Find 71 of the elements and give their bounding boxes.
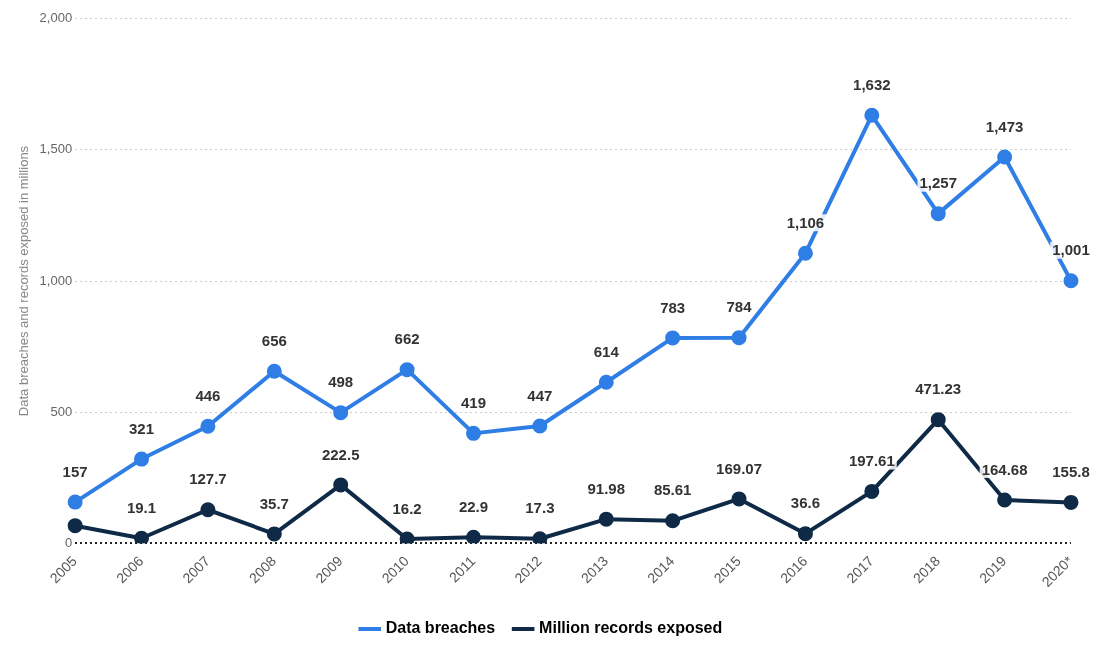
point — [1063, 273, 1079, 289]
data-label: 656 — [261, 331, 287, 349]
y-tick-label: 0 — [64, 534, 73, 550]
point — [266, 363, 282, 379]
data-label: 1,106 — [786, 213, 825, 231]
data-label: 36.6 — [790, 494, 821, 512]
data-label: 35.7 — [259, 494, 289, 512]
point — [997, 492, 1013, 508]
data-label: 17.3 — [525, 499, 555, 517]
legend-label: Data breaches — [385, 619, 496, 637]
data-label: 127.7 — [189, 470, 227, 488]
point — [731, 491, 747, 507]
data-label: 19.1 — [126, 498, 157, 516]
point — [200, 502, 216, 518]
data-label: 22.9 — [458, 497, 489, 515]
point — [864, 107, 880, 123]
point — [731, 330, 747, 346]
point — [598, 374, 614, 390]
legend-label: Million records exposed — [539, 619, 723, 637]
data-label: 169.07 — [716, 459, 762, 477]
point — [465, 425, 481, 441]
point — [67, 494, 83, 510]
point — [399, 362, 415, 378]
point — [465, 529, 481, 544]
data-label: 446 — [195, 386, 221, 404]
y-tick-label: 2,000 — [39, 10, 73, 26]
data-label: 16.2 — [392, 499, 422, 517]
data-label: 197.61 — [848, 452, 895, 470]
point — [598, 511, 614, 527]
point — [134, 451, 150, 467]
data-label: 784 — [726, 298, 753, 316]
point — [200, 418, 216, 434]
y-tick-label: 1,000 — [39, 272, 73, 288]
data-label: 321 — [129, 419, 155, 437]
point — [333, 405, 349, 421]
point — [134, 530, 150, 544]
data-label: 164.68 — [981, 460, 1028, 478]
data-label: 1,632 — [853, 75, 891, 93]
point — [930, 412, 946, 428]
y-tick-label: 1,500 — [39, 141, 73, 157]
point — [266, 526, 282, 542]
data-label: 662 — [394, 330, 420, 348]
data-label: 471.23 — [915, 380, 962, 398]
data-label: 157 — [62, 462, 88, 480]
data-label: 222.5 — [321, 445, 360, 463]
data-label: 498 — [328, 373, 354, 391]
data-label: 1,257 — [919, 174, 957, 192]
data-label: 614 — [593, 342, 620, 360]
point — [797, 245, 813, 261]
data-label: 1,001 — [1052, 241, 1090, 259]
data-label: 783 — [660, 298, 686, 316]
point — [997, 149, 1013, 165]
y-tick-label: 500 — [50, 403, 73, 419]
point — [532, 418, 548, 434]
point — [532, 531, 548, 544]
point — [665, 330, 681, 346]
point — [1063, 494, 1079, 510]
point — [333, 477, 349, 493]
data-label: 1,473 — [985, 117, 1024, 135]
y-axis-title: Data breaches and records exposed in millions — [16, 145, 32, 417]
point — [797, 526, 813, 542]
point — [67, 518, 83, 534]
data-label: 85.61 — [653, 481, 692, 499]
point — [930, 206, 946, 222]
point — [399, 531, 415, 544]
point — [864, 483, 880, 499]
data-label: 419 — [460, 394, 486, 412]
data-label: 447 — [527, 386, 553, 404]
data-label: 91.98 — [587, 479, 626, 497]
data-label: 155.8 — [1052, 463, 1090, 481]
point — [665, 513, 681, 529]
